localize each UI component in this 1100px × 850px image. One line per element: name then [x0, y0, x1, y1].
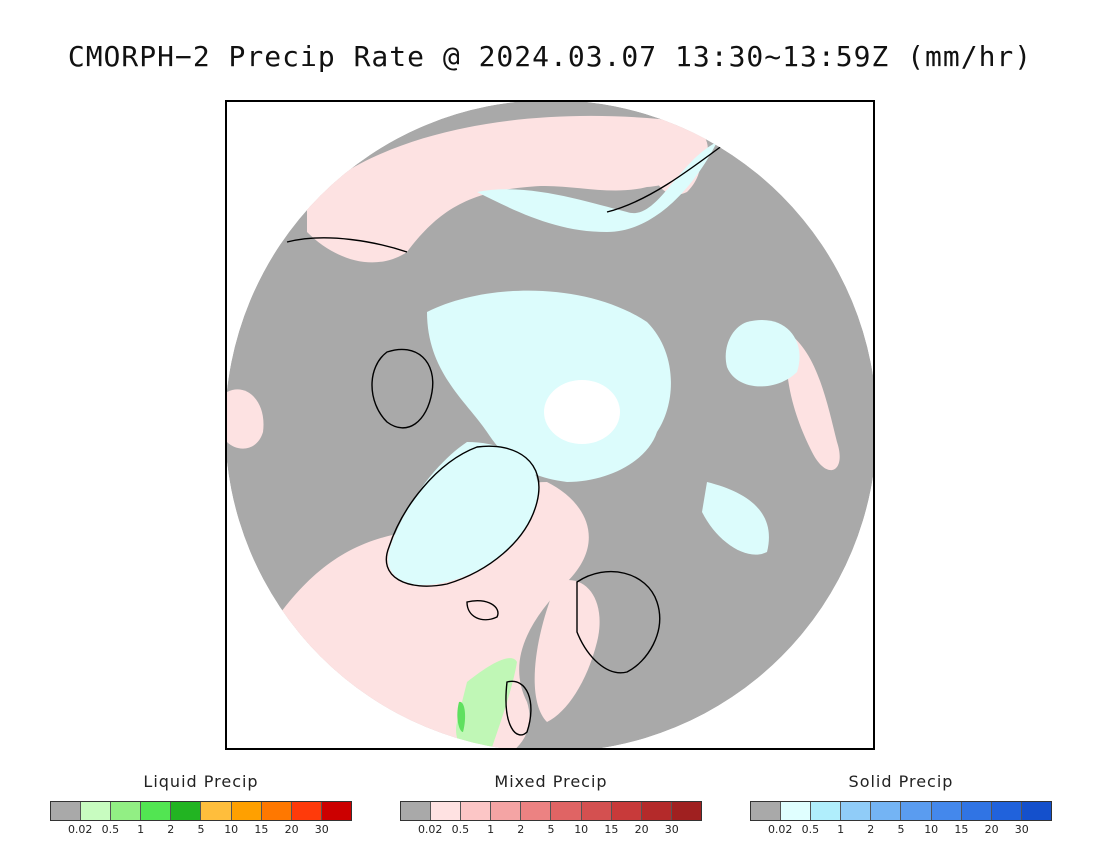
- legend-solid-tick-8: 30: [1014, 823, 1029, 836]
- russia-solid-patch: [702, 482, 769, 555]
- alaska-mixed-patch: [227, 389, 264, 449]
- legend-liquid-tick-5: 10: [224, 823, 239, 836]
- polar-map: [225, 100, 875, 750]
- legend-solid-swatch-0: [751, 802, 782, 820]
- legend-mixed-tick-3: 2: [517, 823, 525, 836]
- legend-liquid-swatch-7: [261, 802, 292, 820]
- scandinavia-coastline: [576, 570, 661, 674]
- legend-mixed-tick-5: 10: [574, 823, 589, 836]
- legend-solid-bar: [750, 801, 1052, 821]
- legend-solid-swatch-3: [841, 802, 872, 820]
- pacific-mixed-region: [307, 115, 708, 263]
- legend-solid-swatch-4: [871, 802, 902, 820]
- greenland-coastline: [385, 445, 540, 587]
- legend-liquid-tick-1: 0.5: [101, 823, 120, 836]
- legend-solid-swatch-9: [1021, 802, 1051, 820]
- legend-liquid-tick-4: 5: [197, 823, 205, 836]
- legend-liquid: Liquid Precip 0.02 0.5 1 2 5 10 15 20 30: [50, 772, 352, 837]
- siberia-mixed-streak: [786, 332, 840, 471]
- legend-mixed-swatch-2: [461, 802, 492, 820]
- legend-liquid-swatch-5: [201, 802, 232, 820]
- legend-liquid-swatch-4: [171, 802, 202, 820]
- legend-mixed-tick-2: 1: [487, 823, 495, 836]
- uk-liquid-region: [456, 658, 517, 748]
- legend-solid-swatch-5: [901, 802, 932, 820]
- legend-liquid-swatch-3: [141, 802, 172, 820]
- legend-solid-tick-5: 10: [924, 823, 939, 836]
- legend-solid-tick-0: 0.02: [767, 823, 793, 836]
- legend-liquid-swatch-6: [231, 802, 262, 820]
- legend-solid-swatch-8: [991, 802, 1022, 820]
- legend-mixed-tick-6: 15: [604, 823, 619, 836]
- legend-mixed-swatch-4: [521, 802, 552, 820]
- legend-mixed-swatch-3: [491, 802, 522, 820]
- uk-liquid-core: [457, 701, 466, 732]
- legend-mixed: Mixed Precip 0.02 0.5 1 2 5 10 15 20 30: [400, 772, 702, 837]
- legend-solid-tick-3: 2: [867, 823, 875, 836]
- legend-solid-swatch-7: [961, 802, 992, 820]
- legend-liquid-swatch-0: [51, 802, 82, 820]
- legend-solid-ticks: 0.02 0.5 1 2 5 10 15 20 30: [750, 823, 1052, 837]
- legend-liquid-title: Liquid Precip: [143, 772, 259, 791]
- legend-solid-tick-2: 1: [837, 823, 845, 836]
- legend-liquid-swatch-8: [291, 802, 322, 820]
- arctic-solid-region: [427, 290, 671, 482]
- legend-solid-tick-4: 5: [897, 823, 905, 836]
- legend-solid: Solid Precip 0.02 0.5 1 2 5 10 15 20 30: [750, 772, 1052, 837]
- legend-liquid-ticks: 0.02 0.5 1 2 5 10 15 20 30: [50, 823, 352, 837]
- legend-liquid-tick-8: 30: [314, 823, 329, 836]
- coastlines: [286, 141, 728, 736]
- legend-solid-swatch-1: [781, 802, 812, 820]
- legend-mixed-tick-0: 0.02: [417, 823, 443, 836]
- legend-liquid-tick-6: 15: [254, 823, 269, 836]
- legend-liquid-tick-0: 0.02: [67, 823, 93, 836]
- legend-mixed-bar: [400, 801, 702, 821]
- map-title: CMORPH−2 Precip Rate @ 2024.03.07 13:30~…: [67, 40, 1033, 73]
- legend-solid-swatch-6: [931, 802, 962, 820]
- legend-mixed-tick-8: 30: [664, 823, 679, 836]
- legend-solid-tick-7: 20: [984, 823, 999, 836]
- bering-solid-band: [477, 142, 717, 232]
- legend-solid-swatch-2: [811, 802, 842, 820]
- legend-mixed-tick-1: 0.5: [451, 823, 470, 836]
- iceland-coastline: [466, 600, 499, 621]
- legend-liquid-bar: [50, 801, 352, 821]
- legend-mixed-tick-7: 20: [634, 823, 649, 836]
- siberia-coastline: [606, 141, 728, 213]
- greenland-solid-region: [388, 442, 539, 586]
- canadian-archipelago-coastline: [371, 348, 434, 429]
- legend-solid-tick-1: 0.5: [801, 823, 820, 836]
- legend-mixed-swatch-1: [431, 802, 462, 820]
- legend-mixed-swatch-7: [611, 802, 642, 820]
- legend-liquid-tick-2: 1: [137, 823, 145, 836]
- legend-mixed-title: Mixed Precip: [494, 772, 608, 791]
- legend-liquid-tick-3: 2: [167, 823, 175, 836]
- legend-liquid-tick-7: 20: [284, 823, 299, 836]
- legend-mixed-swatch-0: [401, 802, 432, 820]
- legend-liquid-swatch-2: [111, 802, 142, 820]
- legend-liquid-swatch-1: [81, 802, 112, 820]
- uk-coastline: [505, 680, 532, 736]
- legend-liquid-swatch-9: [321, 802, 351, 820]
- legend-mixed-swatch-8: [641, 802, 672, 820]
- legend-solid-title: Solid Precip: [848, 772, 954, 791]
- siberia-solid-patch: [725, 320, 800, 387]
- alaska-coastline: [286, 237, 408, 253]
- polar-map-canvas: [227, 102, 873, 748]
- legend-mixed-swatch-5: [551, 802, 582, 820]
- legend-mixed-swatch-6: [581, 802, 612, 820]
- legend-solid-tick-6: 15: [954, 823, 969, 836]
- legend-mixed-tick-4: 5: [547, 823, 555, 836]
- legend-mixed-swatch-9: [671, 802, 701, 820]
- legend-mixed-ticks: 0.02 0.5 1 2 5 10 15 20 30: [400, 823, 702, 837]
- europe-mixed-patch: [534, 580, 600, 722]
- polar-data-gap: [544, 380, 620, 444]
